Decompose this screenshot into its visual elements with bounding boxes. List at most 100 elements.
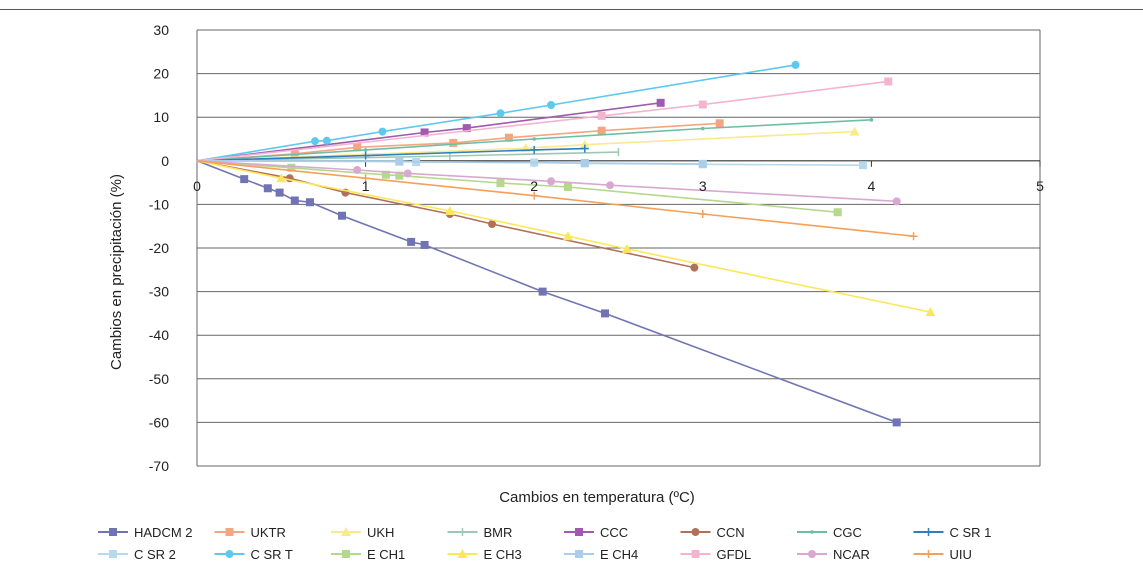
data-point: [290, 196, 299, 205]
data-point: [909, 232, 918, 241]
data-point: [353, 165, 362, 174]
data-point: [698, 159, 707, 168]
series-line: [196, 80, 889, 162]
series-line: [196, 160, 897, 203]
series-e-ch4: [196, 157, 707, 168]
data-point: [869, 118, 874, 122]
data-point: [395, 157, 404, 166]
legend-swatch-marker: [924, 528, 933, 536]
data-point: [621, 243, 632, 253]
series-ccn: [196, 160, 699, 272]
legend-label: E CH1: [367, 547, 405, 562]
legend-item-e-ch4: E CH4: [564, 547, 638, 562]
legend-label: C SR T: [251, 547, 293, 562]
legend-label: NCAR: [833, 547, 870, 562]
data-point: [579, 139, 590, 149]
y-tick-label: -70: [149, 458, 169, 474]
legend-swatch-marker: [808, 550, 816, 558]
grid: [197, 29, 1040, 467]
legend-label: UIU: [950, 547, 972, 562]
legend: HADCM 2 UKTR UKH BMR CCC CCN CGC C SR 1 C SR 2 C …: [98, 525, 991, 562]
legend-item-e-ch1: E CH1: [331, 547, 405, 562]
series-line: [196, 160, 703, 165]
series-line: [196, 102, 661, 162]
legend-swatch-marker: [341, 527, 351, 536]
data-point: [601, 309, 610, 318]
legend-item-ncar: NCAR: [797, 547, 870, 562]
series-layer: [196, 60, 936, 427]
legend-item-hadcm-2: HADCM 2: [98, 525, 193, 540]
legend-label: HADCM 2: [134, 525, 193, 540]
legend-item-uktr: UKTR: [214, 525, 286, 540]
data-point: [925, 307, 936, 317]
data-point: [606, 181, 615, 190]
legend-item-c-sr-t: C SR T: [214, 547, 293, 562]
legend-label: C SR 2: [134, 547, 176, 562]
series-hadcm-2: [196, 160, 901, 427]
legend-swatch-marker: [225, 528, 234, 536]
series-line: [196, 160, 695, 269]
data-point: [361, 151, 370, 160]
data-point: [538, 287, 547, 296]
legend-label: CCN: [717, 525, 745, 540]
data-point: [337, 211, 346, 220]
data-point: [884, 77, 893, 86]
legend-swatch-marker: [575, 528, 583, 536]
legend-swatch-marker: [575, 550, 583, 558]
data-point: [363, 148, 368, 152]
data-point: [322, 136, 331, 145]
legend-label: E CH4: [600, 547, 638, 562]
data-point: [378, 127, 387, 136]
data-point: [488, 220, 497, 229]
data-point: [449, 138, 458, 147]
y-tick-label: 10: [153, 109, 169, 125]
legend-label: C SR 1: [950, 525, 992, 540]
series-line: [196, 147, 585, 162]
data-point: [496, 179, 505, 188]
series-line: [196, 160, 931, 313]
data-point: [715, 119, 724, 128]
legend-swatch-marker: [924, 550, 933, 558]
data-point: [462, 124, 471, 133]
data-point: [530, 145, 539, 154]
legend-item-gfdl: GFDL: [680, 547, 752, 562]
data-point: [849, 126, 860, 136]
legend-item-ccc: CCC: [564, 525, 628, 540]
y-tick-label: -40: [149, 327, 169, 343]
data-point: [701, 126, 705, 131]
legend-swatch-marker: [691, 528, 700, 536]
x-tick-label: 2: [530, 178, 538, 194]
legend-swatch-marker: [342, 550, 350, 558]
y-tick-label: 30: [153, 22, 169, 38]
data-point: [276, 173, 287, 183]
legend-item-e-ch3: E CH3: [447, 547, 522, 562]
data-point: [305, 198, 314, 207]
y-tick-label: -30: [149, 284, 169, 300]
y-axis-title: Cambios en precipitación (%): [108, 174, 125, 370]
legend-swatch-marker: [691, 550, 700, 558]
data-point: [395, 171, 404, 180]
legend-label: GFDL: [717, 547, 752, 562]
legend-item-bmr: BMR: [447, 525, 512, 540]
data-point: [698, 209, 707, 218]
series-line: [196, 64, 796, 162]
data-point: [530, 191, 539, 200]
x-tick-label: 4: [868, 178, 876, 194]
legend-label: UKH: [367, 525, 394, 540]
y-tick-label: -60: [149, 414, 169, 430]
data-point: [547, 100, 556, 109]
legend-item-uiu: UIU: [913, 547, 972, 562]
legend-item-c-sr-1: C SR 1: [913, 525, 992, 540]
legend-label: E CH3: [484, 547, 522, 562]
data-point: [381, 170, 390, 179]
x-tick-label: 5: [1036, 178, 1044, 194]
data-point: [597, 126, 606, 135]
series-gfdl: [196, 77, 893, 162]
data-point: [597, 111, 606, 120]
data-point: [263, 184, 272, 193]
data-point: [547, 177, 556, 186]
data-point: [407, 237, 416, 246]
data-point: [311, 137, 320, 146]
series-uktr: [196, 119, 724, 162]
